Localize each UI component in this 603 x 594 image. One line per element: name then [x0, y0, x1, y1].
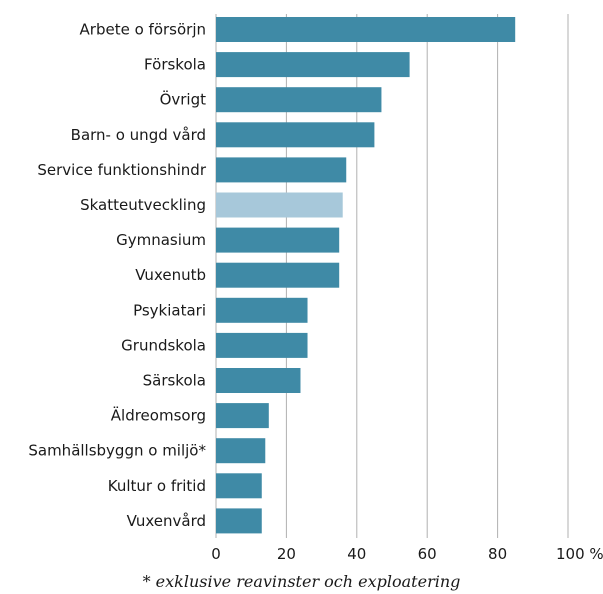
category-label: Vuxenutb: [135, 266, 206, 284]
category-label: Barn- o ungd vård: [71, 126, 206, 144]
x-tick-labels: 0 20 40 60 80 100 %: [211, 545, 603, 563]
category-label: Övrigt: [160, 90, 207, 109]
category-label: Förskola: [144, 56, 206, 74]
bar: [216, 17, 516, 42]
bar: [216, 192, 343, 218]
bar: [216, 473, 262, 499]
category-label: Gymnasium: [116, 231, 206, 249]
category-label: Vuxenvård: [127, 512, 206, 530]
category-label: Särskola: [143, 372, 206, 390]
x-tick-label: 60: [418, 545, 437, 563]
bar: [216, 508, 262, 534]
category-label: Skatteutveckling: [80, 196, 206, 214]
bar: [216, 297, 308, 323]
x-tick-label: 80: [488, 545, 507, 563]
bar: [216, 122, 375, 148]
category-label: Äldreomsorg: [111, 406, 206, 425]
x-tick-label: 0: [211, 545, 221, 563]
category-label: Arbete o försörjn: [80, 21, 206, 39]
category-label: Service funktionshindr: [37, 161, 206, 179]
bar: [216, 87, 382, 113]
x-tick-label: 40: [347, 545, 366, 563]
bar: [216, 157, 347, 183]
bar: [216, 368, 301, 393]
bar: [216, 438, 266, 464]
x-tick-label: 100 %: [556, 545, 603, 563]
bar: [216, 403, 269, 429]
footnote: * exklusive reavinster och exploatering: [142, 572, 461, 591]
bar: [216, 332, 308, 358]
category-labels: Arbete o försörjn Förskola Övrigt Barn- o u…: [28, 21, 206, 530]
category-label: Samhällsbyggn o miljö*: [28, 442, 206, 460]
bar: [216, 52, 410, 78]
bar: [216, 262, 340, 288]
x-tick-label: 20: [277, 545, 296, 563]
bar: [216, 227, 340, 253]
category-label: Kultur o fritid: [108, 477, 206, 495]
category-label: Grundskola: [121, 336, 206, 354]
category-label: Psykiatari: [133, 301, 206, 319]
bars: [216, 17, 516, 534]
